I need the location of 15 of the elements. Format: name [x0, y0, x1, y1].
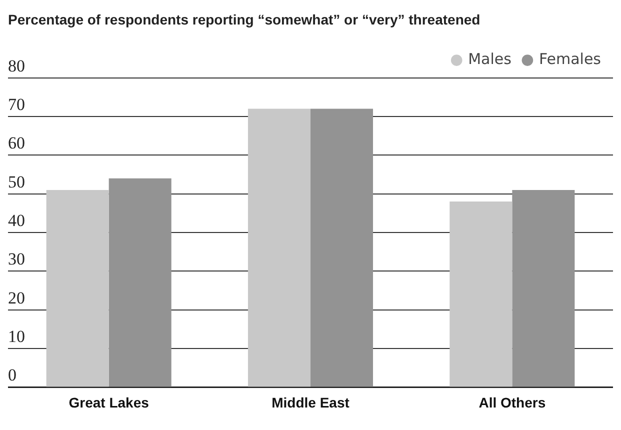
legend-label: Males: [468, 50, 512, 68]
x-tick-label: All Others: [478, 394, 546, 410]
y-tick-label: 20: [8, 288, 25, 308]
y-tick-label: 0: [8, 366, 16, 385]
y-tick-label: 60: [8, 134, 25, 153]
y-tick-label: 10: [8, 326, 25, 346]
y-tick-label: 40: [8, 210, 25, 230]
x-tick-label: Middle East: [272, 394, 350, 410]
y-tick-label: 70: [8, 94, 25, 114]
legend-label: Females: [538, 50, 602, 68]
x-tick-label: Great Lakes: [68, 394, 150, 410]
y-tick-label: 30: [8, 250, 25, 269]
y-tick-label: 80: [8, 56, 25, 76]
y-tick-label: 50: [8, 172, 25, 192]
chart-title: Percentage of respondents reporting “somewhat” or “very” threatened: [8, 11, 480, 28]
